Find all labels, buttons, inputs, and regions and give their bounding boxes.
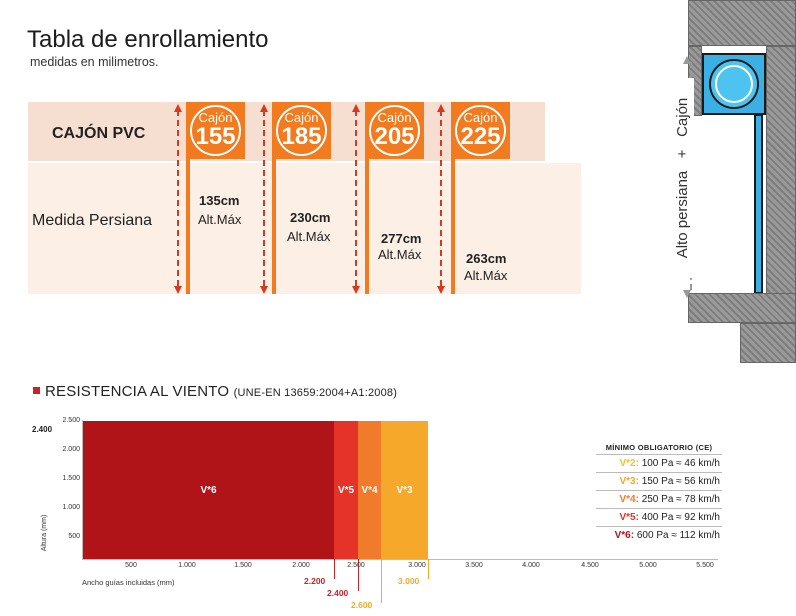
x-axis-label: Ancho guías incluidas (mm) xyxy=(82,578,175,587)
page-subtitle: medidas en milimetros. xyxy=(30,55,159,69)
arrow-up-icon xyxy=(260,104,268,112)
x-tick: 4.500 xyxy=(581,562,599,569)
y-tick: 2.000 xyxy=(62,446,80,453)
bar-v4: V*4 xyxy=(358,421,381,559)
arrow-down-icon xyxy=(260,286,268,294)
bar-v3: V*3 xyxy=(381,421,428,559)
bar-v5: V*5 xyxy=(334,421,358,559)
roller-box xyxy=(702,53,766,115)
width-mark-line xyxy=(381,559,382,603)
x-tick: 4.000 xyxy=(522,562,540,569)
height-arrow xyxy=(440,110,442,286)
arrow-down-icon xyxy=(174,286,182,294)
diagram-height-label: Alto persiana + Cajón xyxy=(674,78,694,278)
max-height-155: 135cm xyxy=(199,193,240,208)
arrow-up-icon xyxy=(683,56,691,64)
width-mark-2200: 2.200 xyxy=(304,576,326,586)
arrow-up-icon xyxy=(174,104,182,112)
arrow-down-icon xyxy=(683,290,691,298)
x-tick: 5.000 xyxy=(639,562,657,569)
x-tick: 5.500 xyxy=(696,562,714,569)
cajon-185-badge: Cajón 185 xyxy=(272,102,331,159)
cajon-155-badge: Cajón 155 xyxy=(186,102,245,159)
max-height-205: 277cm xyxy=(381,231,422,246)
legend-row: V*3: 150 Pa ≈ 56 km/h xyxy=(596,473,722,491)
y-max-label: 2.400 xyxy=(32,425,53,434)
width-mark-2600: 2.600 xyxy=(351,600,373,610)
height-arrow xyxy=(355,110,357,286)
cajon-205-badge: Cajón 205 xyxy=(365,102,424,159)
persiana-row-band xyxy=(28,163,581,294)
y-axis xyxy=(82,420,83,560)
height-arrow xyxy=(263,110,265,286)
legend-row: V*2: 100 Pa ≈ 46 km/h xyxy=(596,455,722,473)
width-mark-2400: 2.400 xyxy=(327,588,349,598)
medida-persiana-label: Medida Persiana xyxy=(32,212,153,229)
height-arrow xyxy=(177,110,179,286)
column-divider xyxy=(272,159,276,294)
x-tick: 1.000 xyxy=(178,562,196,569)
x-tick: 3.500 xyxy=(465,562,483,569)
column-divider xyxy=(365,159,369,294)
sill-wall xyxy=(688,293,796,323)
x-tick: 1.500 xyxy=(234,562,252,569)
max-height-225: 263cm xyxy=(466,251,507,266)
max-note-225: Alt.Máx xyxy=(464,268,508,283)
lintel-wall xyxy=(688,0,796,46)
wall-right xyxy=(766,46,796,296)
x-axis xyxy=(82,559,718,560)
y-tick: 1.500 xyxy=(62,475,80,482)
width-mark-line xyxy=(428,559,429,579)
legend-row: V*4: 250 Pa ≈ 78 km/h xyxy=(596,491,722,509)
arrow-down-icon xyxy=(437,286,445,294)
width-mark-line xyxy=(358,559,359,591)
y-tick: 1.000 xyxy=(62,504,80,511)
arrow-up-icon xyxy=(437,104,445,112)
y-axis-label: Altura (mm) xyxy=(41,514,48,552)
max-note-205: Alt.Máx xyxy=(378,247,422,262)
column-divider xyxy=(186,159,190,294)
wind-section-title: RESISTENCIA AL VIENTO (UNE-EN 13659:2004… xyxy=(33,383,397,400)
width-mark-3000: 3.000 xyxy=(398,576,420,586)
max-height-185: 230cm xyxy=(290,210,331,225)
arrow-down-icon xyxy=(352,286,360,294)
width-mark-line xyxy=(334,559,335,579)
cajon-225-badge: Cajón 225 xyxy=(451,102,510,159)
y-tick: 500 xyxy=(68,533,80,540)
cajon-pvc-label: CAJÓN PVC xyxy=(52,125,146,142)
max-note-185: Alt.Máx xyxy=(287,229,331,244)
column-divider xyxy=(451,159,455,294)
section-bullet-icon xyxy=(33,386,40,394)
x-tick: 500 xyxy=(125,562,137,569)
x-tick: 2.500 xyxy=(347,562,365,569)
legend-row: V*5: 400 Pa ≈ 92 km/h xyxy=(596,509,722,527)
wind-legend: MÍNIMO OBLIGATORIO (CE) V*2: 100 Pa ≈ 46… xyxy=(596,443,722,544)
bar-v6: V*6 xyxy=(83,421,334,559)
max-note-155: Alt.Máx xyxy=(198,212,242,227)
legend-title: MÍNIMO OBLIGATORIO (CE) xyxy=(596,443,722,455)
page-title: Tabla de enrollamiento xyxy=(27,26,269,53)
arrow-up-icon xyxy=(352,104,360,112)
y-tick: 2.500 xyxy=(62,417,80,424)
legend-row: V*6: 600 Pa ≈ 112 km/h xyxy=(614,530,720,541)
x-tick: 3.000 xyxy=(408,562,426,569)
x-tick: 2.000 xyxy=(292,562,310,569)
shutter-blind xyxy=(754,114,763,294)
sill-wall-lower xyxy=(740,323,796,363)
